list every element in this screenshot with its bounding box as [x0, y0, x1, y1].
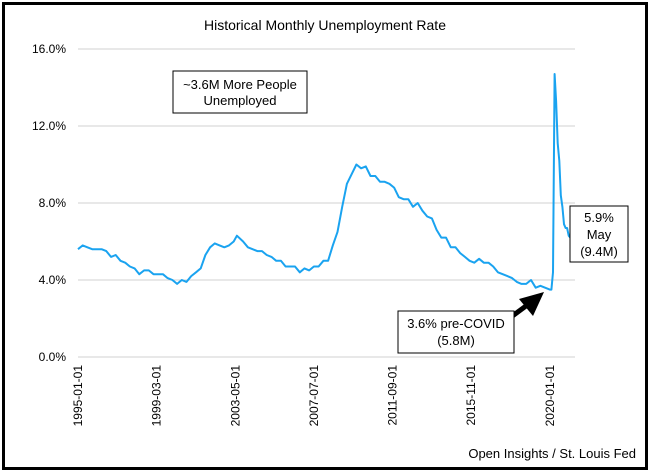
annotation-precovid-line1: 3.6% pre-COVID: [407, 316, 505, 331]
precovid-arrow-head: [519, 292, 544, 316]
y-tick-label: 0.0%: [39, 350, 67, 364]
x-tick-label: 2007-07-01: [307, 365, 321, 427]
annotation-end-value-line2: May: [587, 227, 612, 242]
annotation-end-value: 5.9% May (9.4M): [569, 205, 629, 263]
annotation-precovid-box: [397, 310, 515, 354]
annotation-precovid: 3.6% pre-COVID (5.8M): [397, 292, 544, 354]
y-tick-label: 8.0%: [39, 196, 67, 210]
annotation-end-value-line1: 5.9%: [584, 210, 614, 225]
gridlines: [78, 48, 575, 358]
x-tick-label: 2011-09-01: [386, 365, 400, 426]
y-tick-label: 12.0%: [32, 119, 66, 133]
source-caption: Open Insights / St. Louis Fed: [468, 446, 636, 461]
annotation-end-value-box: [569, 205, 629, 263]
annotation-more-unemployed-line2: Unemployed: [204, 93, 277, 108]
x-tick-label: 1995-01-01: [71, 365, 85, 427]
y-tick-label: 4.0%: [39, 273, 67, 287]
x-tick-label: 2015-11-01: [464, 365, 478, 426]
x-axis-ticks: 1995-01-01 1999-03-01 2003-05-01 2007-07-01…: [71, 365, 557, 427]
unemployment-rate-line: [77, 73, 576, 291]
x-tick-label: 1999-03-01: [150, 365, 164, 427]
y-axis-ticks: 0.0% 4.0% 8.0% 12.0% 16.0%: [32, 42, 66, 364]
annotation-more-unemployed: ~3.6M More People Unemployed: [172, 70, 308, 114]
annotation-precovid-line2: (5.8M): [437, 333, 475, 348]
annotation-end-value-line3: (9.4M): [580, 244, 618, 259]
x-tick-label: 2020-01-01: [543, 365, 557, 427]
x-tick-label: 2003-05-01: [228, 365, 242, 427]
annotation-more-unemployed-box: [172, 70, 308, 114]
annotation-more-unemployed-line1: ~3.6M More People: [183, 77, 297, 92]
chart-title: Historical Monthly Unemployment Rate: [204, 17, 446, 33]
series-layer: [77, 73, 576, 291]
y-tick-label: 16.0%: [32, 42, 66, 56]
